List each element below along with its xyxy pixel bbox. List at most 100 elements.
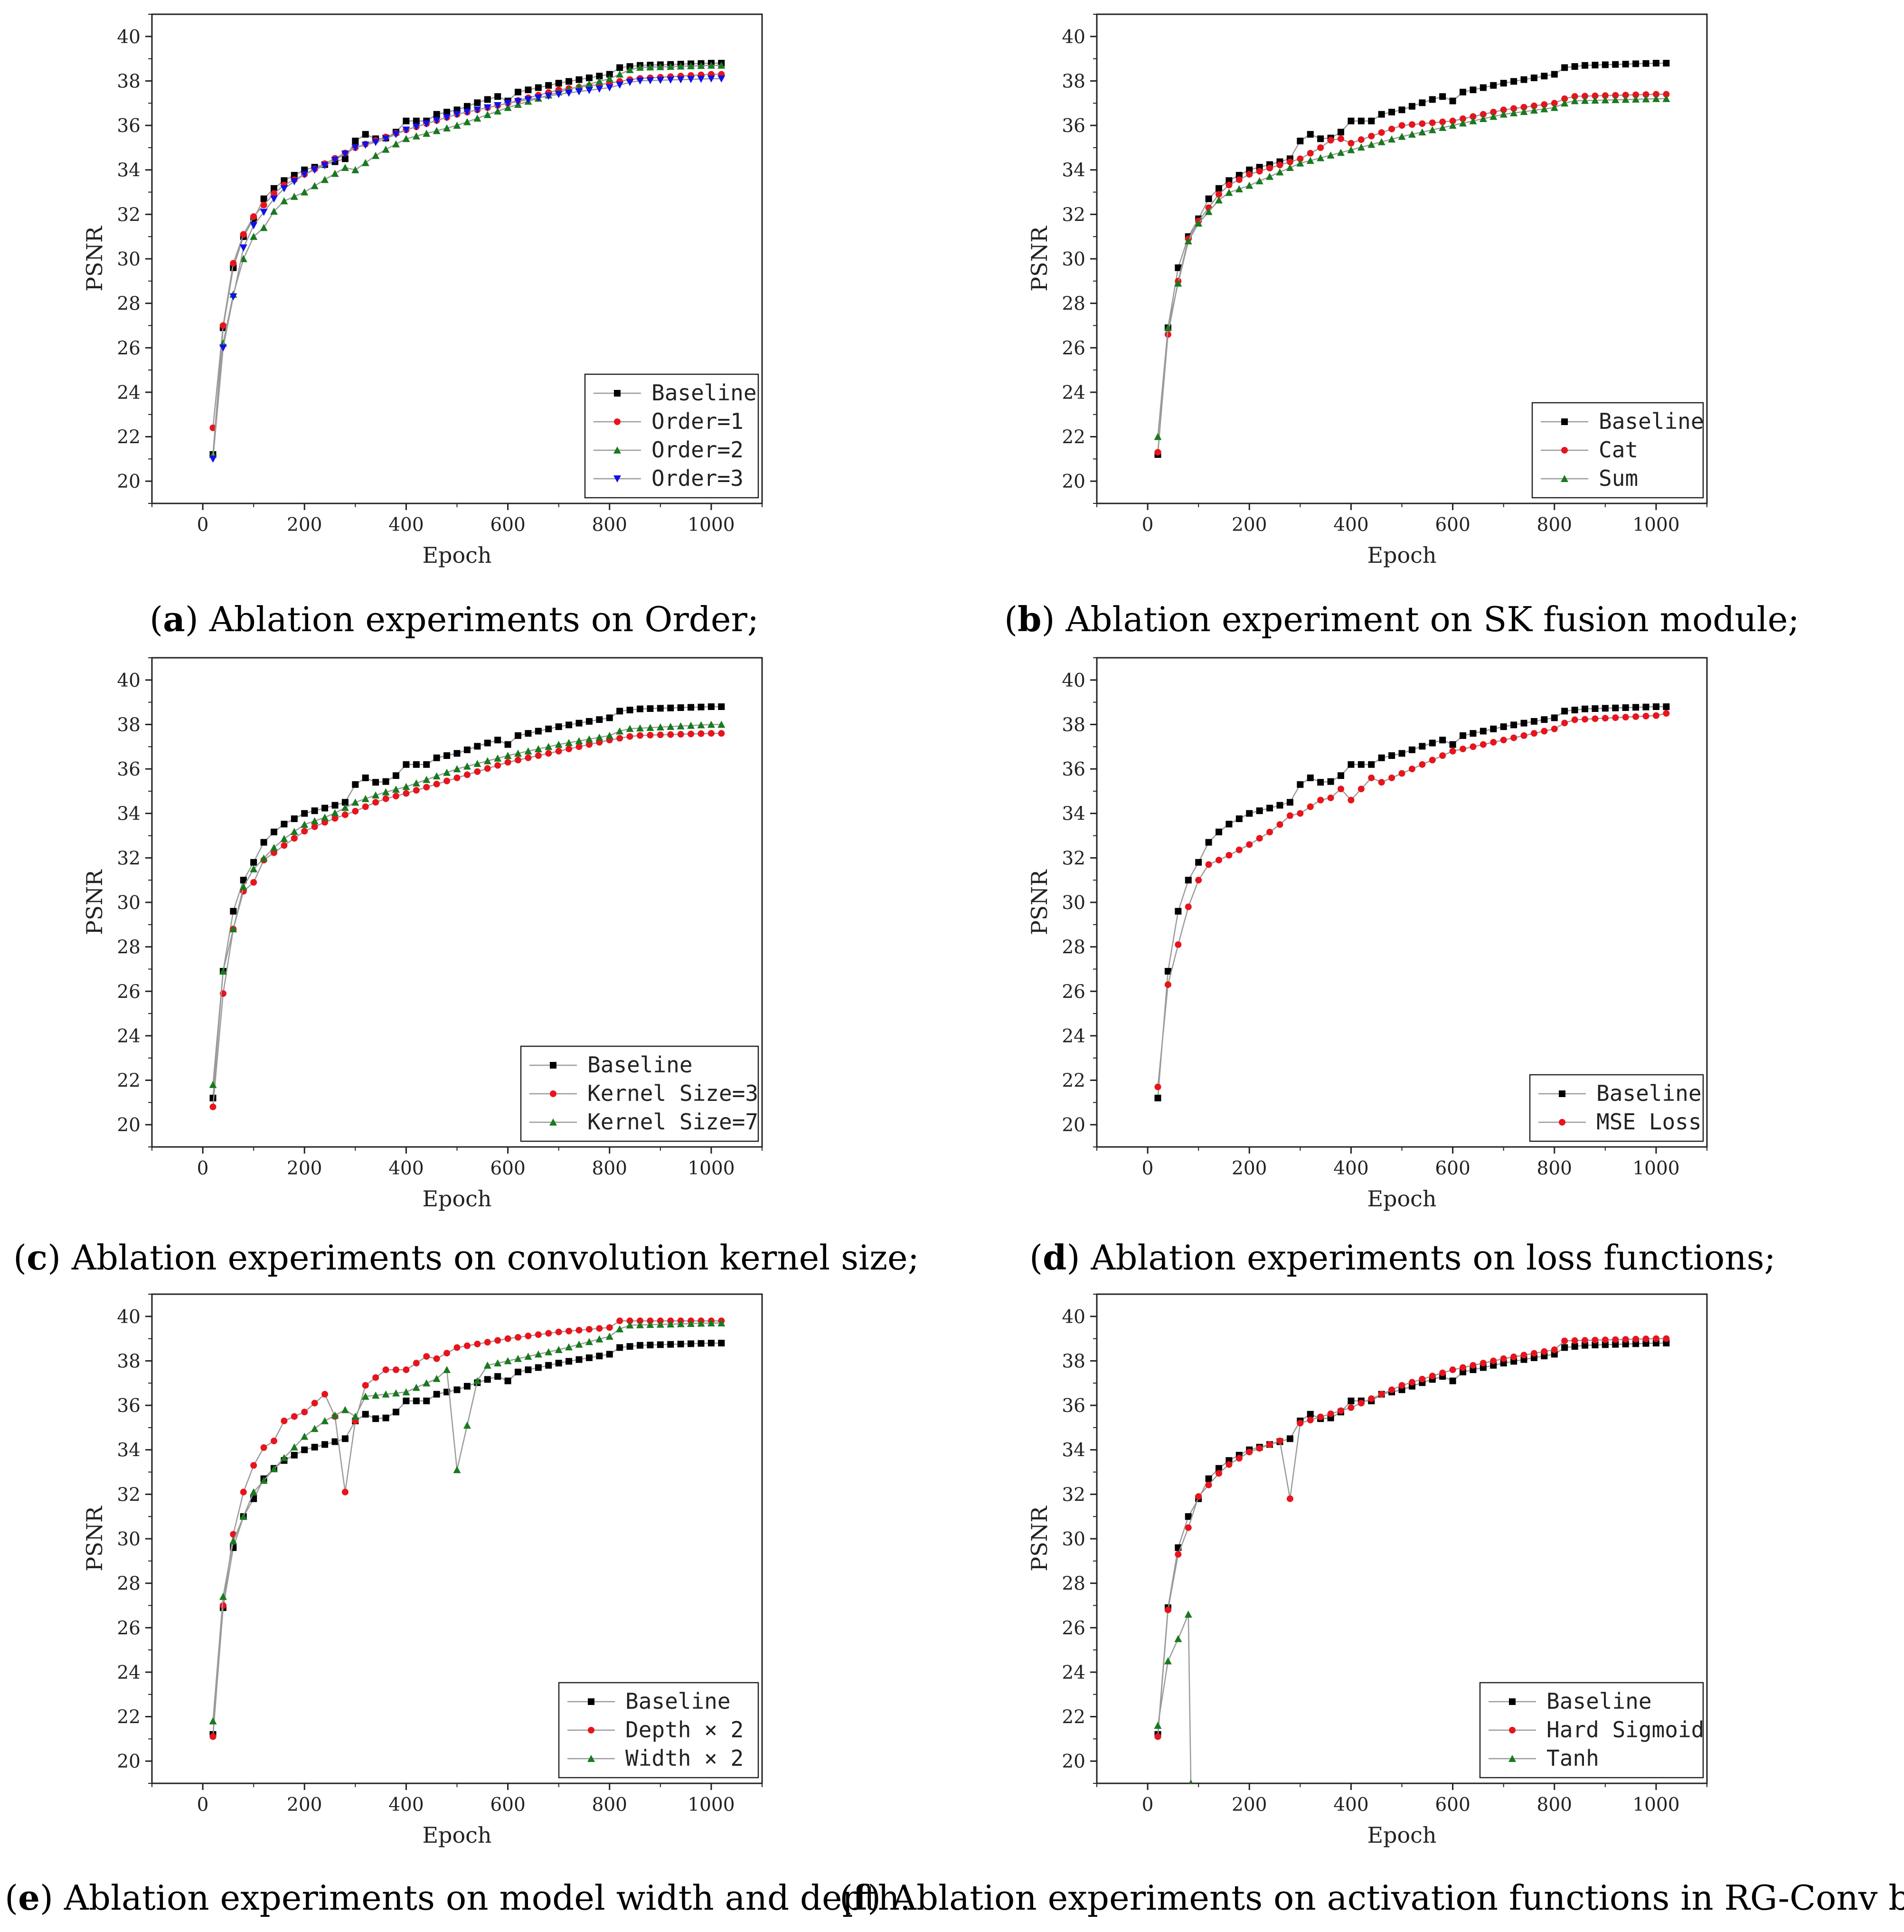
data-point: [433, 780, 440, 787]
data-point: [626, 1321, 634, 1329]
data-point: [1429, 96, 1436, 103]
data-point: [331, 802, 339, 809]
data-point: [515, 88, 521, 95]
data-point: [545, 750, 552, 757]
data-point: [1398, 106, 1405, 114]
data-point: [1510, 1354, 1518, 1361]
y-tick-label: 36: [1062, 759, 1085, 780]
data-point: [250, 865, 258, 872]
series-1: [209, 1317, 725, 1740]
data-point: [1642, 1335, 1650, 1343]
x-tick-label: 600: [1435, 1158, 1470, 1179]
data-point: [403, 117, 410, 124]
legend-marker: [613, 475, 621, 483]
data-point: [575, 1326, 583, 1334]
data-point: [412, 1383, 420, 1391]
y-tick-label: 28: [117, 937, 141, 958]
data-point: [1592, 92, 1599, 99]
data-point: [1561, 720, 1568, 727]
y-tick-label: 20: [117, 471, 141, 492]
data-point: [341, 811, 349, 818]
data-point: [1622, 704, 1629, 711]
data-point: [1235, 185, 1243, 192]
data-point: [453, 111, 461, 118]
data-point: [1449, 748, 1456, 755]
data-point: [1225, 821, 1233, 828]
data-point: [1164, 968, 1171, 975]
data-point: [453, 765, 461, 773]
data-point: [1408, 121, 1415, 128]
data-point: [1663, 710, 1670, 717]
series-1: [1154, 710, 1670, 1090]
data-point: [1571, 707, 1578, 714]
data-point: [229, 925, 237, 933]
data-point: [1164, 324, 1172, 331]
data-point: [412, 779, 420, 787]
data-point: [403, 1366, 410, 1373]
data-point: [362, 1382, 369, 1389]
data-point: [1256, 1445, 1263, 1452]
data-point: [1419, 120, 1426, 127]
data-point: [1652, 95, 1660, 102]
data-point: [382, 1366, 389, 1373]
data-point: [535, 84, 542, 91]
data-point: [331, 1411, 339, 1419]
x-tick-label: 800: [1537, 514, 1572, 536]
data-point: [351, 798, 359, 806]
y-axis-title: PSNR: [1027, 1506, 1052, 1572]
data-point: [453, 122, 461, 129]
legend-label: Sum: [1599, 465, 1638, 491]
data-point: [301, 1432, 309, 1440]
x-axis-title: Epoch: [422, 1822, 491, 1848]
data-point: [219, 1602, 226, 1609]
y-axis-title: PSNR: [82, 1506, 107, 1572]
data-point: [535, 728, 542, 735]
data-point: [707, 720, 715, 728]
legend-label: Baseline: [625, 1688, 731, 1714]
data-point: [1490, 725, 1497, 732]
data-point: [515, 732, 521, 739]
data-point: [1408, 103, 1415, 110]
data-point: [626, 733, 633, 740]
data-point: [483, 757, 491, 765]
series-line: [1157, 1342, 1667, 1735]
data-point: [707, 1319, 715, 1326]
data-point: [433, 117, 441, 124]
data-point: [1490, 82, 1497, 89]
legend-label: Kernel Size=7: [587, 1109, 758, 1135]
data-point: [433, 127, 441, 134]
series-2: [1154, 1610, 1193, 1783]
data-point: [372, 799, 379, 806]
data-point: [463, 1421, 471, 1429]
data-point: [271, 828, 277, 835]
data-point: [1621, 95, 1630, 103]
y-tick-label: 38: [117, 71, 141, 92]
data-point: [372, 1415, 379, 1422]
data-point: [1357, 136, 1365, 143]
data-point: [657, 705, 664, 712]
data-point: [1216, 1470, 1222, 1477]
data-point: [1571, 1343, 1578, 1350]
data-point: [260, 1444, 267, 1451]
data-point: [1286, 164, 1294, 171]
y-tick-label: 32: [117, 1484, 141, 1506]
data-point: [1246, 1449, 1253, 1456]
data-point: [351, 166, 359, 173]
data-point: [382, 1414, 389, 1421]
data-point: [647, 731, 654, 739]
data-point: [1592, 1342, 1599, 1349]
data-point: [545, 743, 553, 750]
data-point: [616, 735, 623, 742]
data-point: [1255, 177, 1263, 185]
data-point: [1561, 95, 1568, 102]
data-point: [494, 93, 501, 100]
data-point: [1429, 757, 1436, 764]
data-point: [717, 61, 726, 69]
data-point: [311, 182, 319, 189]
data-point: [341, 1488, 349, 1496]
data-point: [1612, 1341, 1619, 1348]
y-tick-label: 26: [1062, 981, 1085, 1003]
data-point: [688, 704, 695, 711]
data-point: [1632, 1335, 1640, 1343]
